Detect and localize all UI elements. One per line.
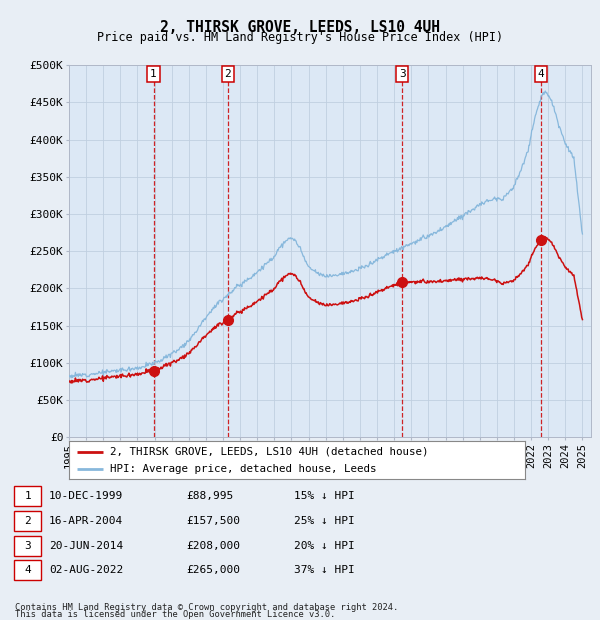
- Text: 2, THIRSK GROVE, LEEDS, LS10 4UH: 2, THIRSK GROVE, LEEDS, LS10 4UH: [160, 20, 440, 35]
- Text: £208,000: £208,000: [186, 541, 240, 551]
- Text: 3: 3: [399, 69, 406, 79]
- Text: 20% ↓ HPI: 20% ↓ HPI: [294, 541, 355, 551]
- Text: 4: 4: [538, 69, 544, 79]
- Text: 2, THIRSK GROVE, LEEDS, LS10 4UH (detached house): 2, THIRSK GROVE, LEEDS, LS10 4UH (detach…: [110, 447, 428, 457]
- Text: 37% ↓ HPI: 37% ↓ HPI: [294, 565, 355, 575]
- Text: 2: 2: [224, 69, 232, 79]
- Text: 02-AUG-2022: 02-AUG-2022: [49, 565, 124, 575]
- Text: 2: 2: [24, 516, 31, 526]
- Text: Price paid vs. HM Land Registry's House Price Index (HPI): Price paid vs. HM Land Registry's House …: [97, 31, 503, 44]
- Text: £157,500: £157,500: [186, 516, 240, 526]
- Text: 16-APR-2004: 16-APR-2004: [49, 516, 124, 526]
- Text: Contains HM Land Registry data © Crown copyright and database right 2024.: Contains HM Land Registry data © Crown c…: [15, 603, 398, 612]
- Text: 4: 4: [24, 565, 31, 575]
- Text: HPI: Average price, detached house, Leeds: HPI: Average price, detached house, Leed…: [110, 464, 377, 474]
- Text: 25% ↓ HPI: 25% ↓ HPI: [294, 516, 355, 526]
- Text: 1: 1: [150, 69, 157, 79]
- Text: 20-JUN-2014: 20-JUN-2014: [49, 541, 124, 551]
- Text: £88,995: £88,995: [186, 491, 233, 501]
- Text: 15% ↓ HPI: 15% ↓ HPI: [294, 491, 355, 501]
- Text: 10-DEC-1999: 10-DEC-1999: [49, 491, 124, 501]
- Text: 1: 1: [24, 491, 31, 501]
- Text: £265,000: £265,000: [186, 565, 240, 575]
- Text: 3: 3: [24, 541, 31, 551]
- Text: This data is licensed under the Open Government Licence v3.0.: This data is licensed under the Open Gov…: [15, 609, 335, 619]
